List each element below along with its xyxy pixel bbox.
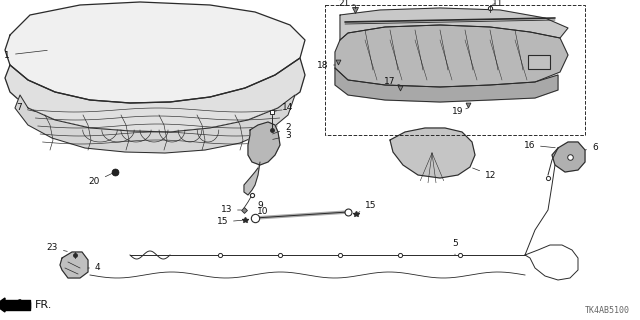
- Polygon shape: [5, 58, 305, 132]
- Text: TK4AB5100: TK4AB5100: [585, 306, 630, 315]
- Text: 7: 7: [16, 103, 35, 113]
- Text: 10: 10: [257, 207, 269, 217]
- Text: 11: 11: [492, 0, 504, 7]
- Text: FR.: FR.: [35, 300, 52, 310]
- Text: 2: 2: [273, 124, 291, 134]
- Polygon shape: [390, 128, 475, 178]
- Polygon shape: [0, 298, 5, 312]
- Text: 6: 6: [585, 143, 598, 153]
- Text: 17: 17: [383, 77, 400, 86]
- Text: 5: 5: [452, 239, 458, 255]
- Polygon shape: [552, 142, 585, 172]
- Text: 1: 1: [4, 50, 47, 60]
- Polygon shape: [15, 95, 295, 153]
- Text: 15: 15: [216, 218, 242, 227]
- Text: 16: 16: [524, 140, 556, 149]
- Polygon shape: [335, 68, 558, 102]
- Polygon shape: [5, 302, 30, 308]
- Polygon shape: [340, 8, 568, 40]
- Polygon shape: [244, 162, 260, 195]
- Text: 12: 12: [472, 168, 497, 180]
- Polygon shape: [60, 252, 88, 278]
- Bar: [325, 5, 585, 135]
- Text: 14: 14: [275, 103, 293, 113]
- Polygon shape: [5, 2, 305, 103]
- Text: 9: 9: [257, 201, 263, 210]
- Text: 18: 18: [317, 60, 335, 69]
- Text: 21: 21: [339, 0, 355, 7]
- Polygon shape: [335, 25, 568, 87]
- Bar: [528, 55, 550, 69]
- Text: 4: 4: [88, 263, 100, 273]
- Text: 19: 19: [451, 108, 468, 116]
- Text: 13: 13: [221, 205, 241, 214]
- Text: 20: 20: [88, 173, 113, 187]
- Text: 3: 3: [273, 132, 291, 140]
- Polygon shape: [248, 122, 280, 165]
- Text: 15: 15: [358, 201, 376, 212]
- Text: 23: 23: [47, 244, 67, 252]
